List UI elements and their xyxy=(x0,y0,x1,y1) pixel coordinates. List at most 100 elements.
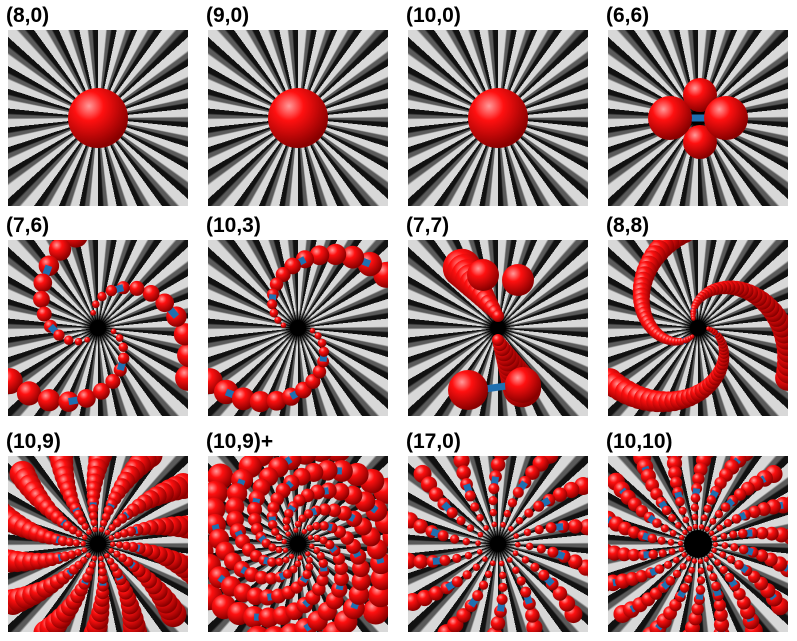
atom xyxy=(477,531,484,538)
atom xyxy=(439,554,451,566)
atom xyxy=(704,526,710,532)
atom xyxy=(108,524,116,532)
nanotube-image xyxy=(408,240,588,416)
atom xyxy=(466,524,475,532)
atom xyxy=(686,556,692,562)
atom xyxy=(115,541,124,549)
atom xyxy=(706,564,714,572)
atom xyxy=(115,334,124,342)
atom xyxy=(293,527,299,533)
atom xyxy=(514,541,521,548)
panel: (8,0) xyxy=(6,2,190,206)
atom xyxy=(318,558,329,568)
atom xyxy=(77,516,87,526)
atom xyxy=(672,556,680,564)
atom xyxy=(730,543,739,552)
atom xyxy=(530,562,540,572)
atom xyxy=(675,496,685,507)
atom xyxy=(281,539,287,545)
atom xyxy=(484,570,493,579)
atom xyxy=(118,342,129,352)
atom xyxy=(246,625,269,632)
atom xyxy=(93,382,110,400)
atom xyxy=(85,552,92,559)
atom xyxy=(682,516,690,524)
atom xyxy=(647,533,658,544)
atom xyxy=(428,487,444,502)
atom xyxy=(72,539,81,547)
atom xyxy=(679,583,690,593)
atom xyxy=(314,332,322,340)
atom xyxy=(483,525,490,531)
atom xyxy=(74,560,84,570)
panel-label: (10,9)+ xyxy=(206,430,274,453)
atom xyxy=(737,528,748,539)
atom xyxy=(668,466,682,481)
atom xyxy=(456,516,466,526)
atom xyxy=(679,563,687,570)
panel: (10,10) xyxy=(606,428,790,632)
atom xyxy=(119,529,129,538)
atom xyxy=(451,576,463,588)
atom xyxy=(177,343,188,368)
atom xyxy=(720,532,728,540)
atom xyxy=(107,557,115,565)
atom xyxy=(173,323,188,346)
atom xyxy=(489,560,496,567)
tube-center xyxy=(90,320,106,336)
atom xyxy=(268,88,328,148)
atom xyxy=(690,503,700,512)
tube-center xyxy=(490,536,506,552)
atom xyxy=(734,559,744,570)
atom xyxy=(267,501,280,515)
atom xyxy=(672,569,682,578)
atom xyxy=(324,539,335,550)
atom xyxy=(77,389,96,408)
atom xyxy=(668,514,677,523)
atom xyxy=(704,96,748,140)
atom xyxy=(121,541,131,551)
atom xyxy=(57,535,69,547)
atom xyxy=(648,549,659,560)
atom xyxy=(669,529,677,537)
tube-center xyxy=(290,536,306,552)
panel: (10,9)+ xyxy=(206,428,390,632)
atom xyxy=(452,553,462,564)
atom xyxy=(503,509,512,518)
panel-label: (7,7) xyxy=(406,214,450,237)
atom xyxy=(316,573,329,587)
nanotube-image xyxy=(608,456,788,632)
atom xyxy=(68,525,78,535)
atom xyxy=(492,310,504,322)
atom xyxy=(652,518,662,529)
atom xyxy=(668,548,676,556)
atom xyxy=(36,306,52,322)
atom xyxy=(413,554,428,569)
atom xyxy=(127,541,139,553)
atom xyxy=(108,535,115,541)
atom xyxy=(498,582,508,592)
atom xyxy=(254,570,269,585)
atom xyxy=(283,524,290,532)
atom xyxy=(716,524,724,532)
atom xyxy=(86,529,92,536)
atom xyxy=(755,526,769,540)
atom xyxy=(74,337,83,346)
atom xyxy=(468,88,528,148)
nanotube-image xyxy=(408,456,588,632)
atom xyxy=(312,365,327,379)
atom xyxy=(259,589,276,606)
atom xyxy=(538,569,550,581)
atom xyxy=(475,540,482,547)
atom xyxy=(305,563,314,572)
atom xyxy=(674,522,682,529)
atom xyxy=(80,540,87,547)
atom xyxy=(513,533,520,539)
panel: (7,6) xyxy=(6,212,190,416)
atom xyxy=(92,300,100,309)
atom xyxy=(92,526,98,533)
atom xyxy=(91,555,98,562)
atom xyxy=(691,558,698,564)
atom xyxy=(87,504,99,515)
atom xyxy=(476,549,483,555)
